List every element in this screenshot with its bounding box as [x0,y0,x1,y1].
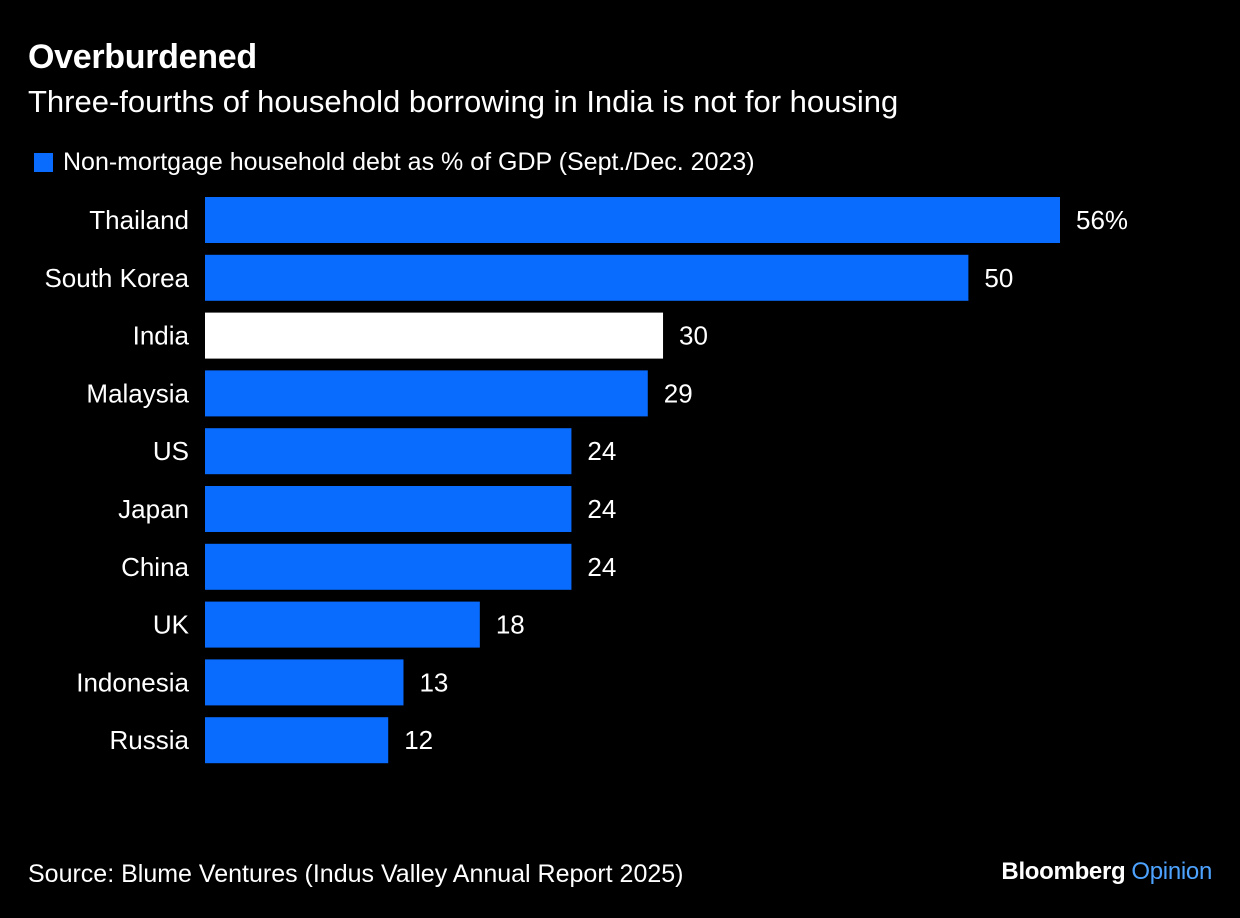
bar-india [205,312,664,359]
category-label: South Korea [44,263,189,293]
bar-japan [205,486,572,532]
value-label: 29 [664,378,693,408]
chart-subtitle: Three-fourths of household borrowing in … [28,84,899,119]
brand-logo: Bloomberg Opinion [1001,858,1212,886]
legend-label: Non-mortgage household debt as % of GDP … [63,148,755,176]
category-label: Indonesia [76,667,189,697]
bar-us [205,428,572,475]
brand-suffix: Opinion [1131,858,1212,885]
value-label: 24 [587,436,616,466]
category-label: India [133,321,190,351]
bar-russia [205,717,389,764]
bar-malaysia [205,370,648,417]
value-label: 30 [679,321,708,351]
bar-china [205,543,572,590]
source-note: Source: Blume Ventures (Indus Valley Ann… [28,860,684,888]
value-label: 18 [496,610,525,640]
category-label: Malaysia [86,378,189,408]
brand-name: Bloomberg [1001,858,1126,885]
bar-thailand [205,197,1060,243]
category-label: US [153,436,189,466]
legend: Non-mortgage household debt as % of GDP … [34,148,755,177]
bar-south-korea [205,254,969,301]
value-label: 24 [587,552,616,582]
category-label: China [121,552,189,582]
legend-swatch [34,153,53,172]
category-label: Japan [118,494,189,524]
category-label: UK [153,610,190,640]
value-label: 24 [587,494,616,524]
bar-indonesia [205,659,404,706]
value-label: 13 [419,667,448,697]
value-label: 56% [1076,205,1128,235]
value-label: 50 [984,263,1013,293]
category-label: Russia [110,725,190,755]
category-label: Thailand [89,205,189,235]
bar-uk [205,601,480,648]
value-label: 12 [404,725,433,755]
chart-title: Overburdened [28,38,257,76]
